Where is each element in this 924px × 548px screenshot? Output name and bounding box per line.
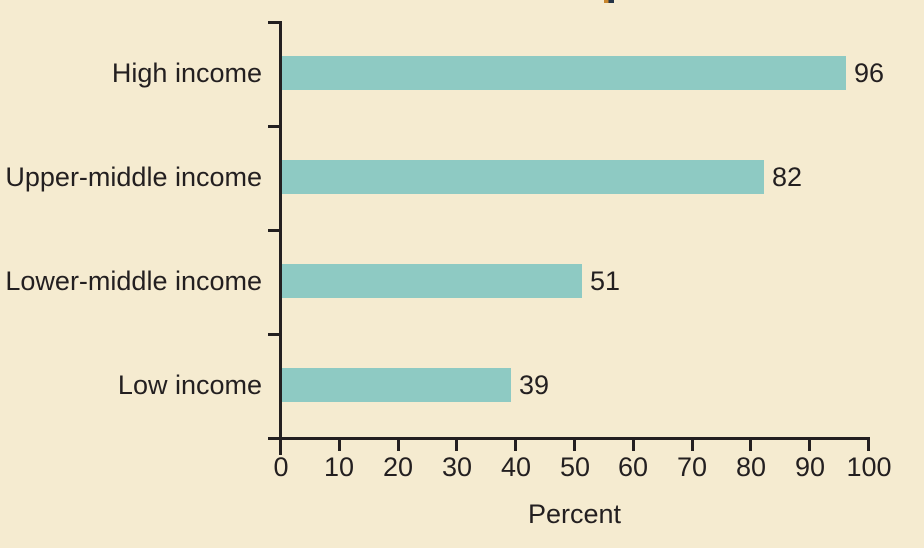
y-axis-tick xyxy=(268,229,280,232)
category-label-upper-middle-income: Upper-middle income xyxy=(5,162,262,192)
value-label-high-income: 96 xyxy=(854,58,885,88)
bar-low-income xyxy=(282,368,511,402)
cropped-title-artifact xyxy=(604,0,614,3)
y-axis-tick xyxy=(268,21,280,24)
x-axis-tick xyxy=(514,440,517,451)
x-tick-label-80: 80 xyxy=(735,452,767,482)
value-label-low-income: 39 xyxy=(519,370,550,400)
x-axis-line xyxy=(268,437,870,440)
x-axis-tick xyxy=(749,440,752,451)
category-label-high-income: High income xyxy=(111,58,262,88)
x-tick-label-100: 100 xyxy=(846,452,892,482)
category-label-low-income: Low income xyxy=(117,370,262,400)
x-tick-label-20: 20 xyxy=(382,452,414,482)
x-axis-tick xyxy=(632,440,635,451)
value-label-upper-middle-income: 82 xyxy=(772,162,803,192)
y-axis-line xyxy=(279,21,282,455)
x-axis-tick xyxy=(691,440,694,451)
x-tick-label-60: 60 xyxy=(617,452,649,482)
x-tick-label-40: 40 xyxy=(500,452,532,482)
category-label-lower-middle-income: Lower-middle income xyxy=(5,266,262,296)
x-axis-tick xyxy=(867,440,870,451)
x-tick-label-50: 50 xyxy=(559,452,591,482)
y-axis-tick xyxy=(268,125,280,128)
bar-lower-middle-income xyxy=(282,264,582,298)
x-tick-label-70: 70 xyxy=(676,452,708,482)
x-tick-label-90: 90 xyxy=(794,452,826,482)
x-axis-title: Percent xyxy=(527,499,622,529)
bar-upper-middle-income xyxy=(282,160,764,194)
y-axis-tick xyxy=(268,333,280,336)
x-axis-tick xyxy=(455,440,458,451)
x-axis-tick xyxy=(573,440,576,451)
x-tick-label-30: 30 xyxy=(441,452,473,482)
x-tick-label-10: 10 xyxy=(323,452,355,482)
bar-high-income xyxy=(282,56,846,90)
value-label-lower-middle-income: 51 xyxy=(590,266,621,296)
x-tick-label-0: 0 xyxy=(273,452,289,482)
x-axis-tick xyxy=(808,440,811,451)
x-axis-tick xyxy=(338,440,341,451)
x-axis-tick xyxy=(397,440,400,451)
